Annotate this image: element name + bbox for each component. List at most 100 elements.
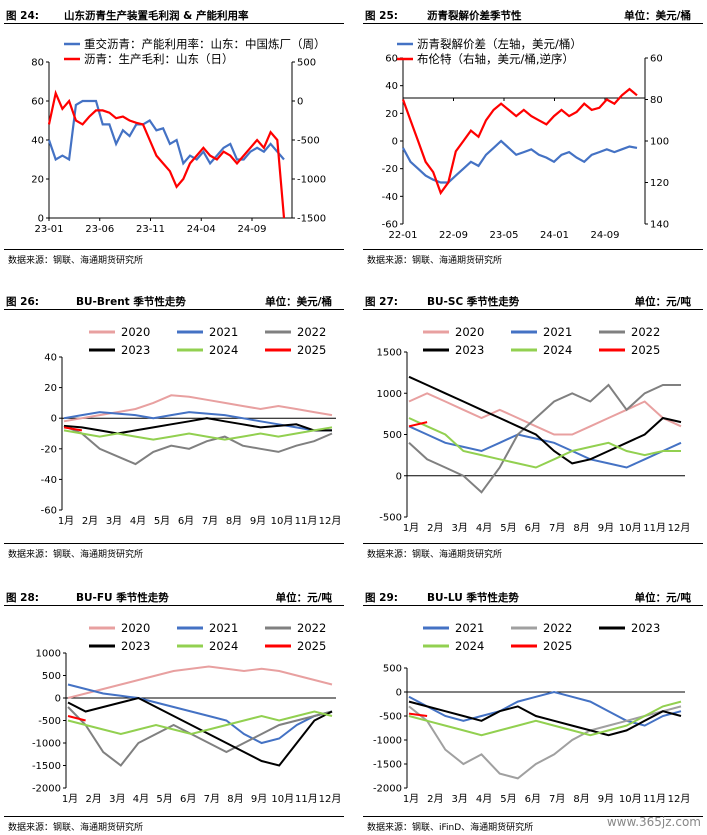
series-line-2023 [408, 700, 682, 737]
panel-header: 图 29: BU-LU 季节性走势 单位：元/吨 [363, 586, 703, 606]
y-tick-label-left: 20 [385, 109, 398, 120]
y-tick-label: -20 [41, 444, 57, 455]
x-tick-label: 3月 [106, 515, 122, 527]
x-tick-label: 11月 [643, 522, 666, 534]
y-tick-label-right: 60 [650, 54, 663, 65]
x-tick-label: 10月 [619, 793, 642, 805]
site-watermark: www.365jz.com [606, 815, 701, 829]
y-tick-label: -500 [379, 712, 402, 723]
source-note: 数据来源：钢联、海通期货研究所 [363, 543, 703, 560]
x-tick-label: 8月 [573, 793, 589, 805]
x-tick-label: 6月 [178, 515, 194, 527]
source-note: 数据来源：钢联、海通期货研究所 [363, 249, 703, 266]
series-line-2023 [63, 417, 332, 435]
x-tick-label: 24-04 [187, 224, 216, 235]
y-tick-label-right: -500 [297, 136, 320, 147]
source-note: 数据来源：钢联、海通期货研究所 [4, 816, 344, 833]
legend-label: 2020 [121, 325, 150, 339]
y-tick-label: 20 [44, 383, 57, 394]
y-tick-label: 500 [383, 664, 402, 675]
x-tick-label: 12月 [319, 793, 342, 805]
chart-fig24: 0 20 40 60 80 500 0 -500 -1000 -1500 23-01 23-06 23-… [31, 37, 326, 235]
source-note: 数据来源：钢联、海通期货研究所 [4, 543, 344, 560]
y-tick-label: 1000 [377, 389, 402, 400]
series-line-2024 [408, 417, 681, 469]
y-tick-label-right: -1000 [297, 175, 326, 186]
y-tick-label: -1500 [373, 760, 402, 771]
series-line-2020 [408, 392, 682, 436]
y-tick-label: 1500 [377, 348, 402, 359]
legend-label: 2025 [543, 639, 572, 653]
y-tick-label: 1000 [36, 649, 61, 660]
legend-label: 2025 [631, 343, 660, 357]
x-tick-label: 23-01 [34, 224, 63, 235]
y-tick-label-left: 60 [385, 54, 398, 65]
legend-label: 沥青裂解价差（左轴，美元/桶） [417, 37, 582, 51]
x-tick-label: 8月 [227, 793, 243, 805]
x-tick-label: 10月 [271, 515, 294, 527]
y-tick-label-right: 0 [297, 97, 303, 108]
x-tick-label: 5月 [500, 522, 516, 534]
x-tick-label: 12月 [668, 793, 691, 805]
unit-label: 单位：美元/桶 [265, 296, 332, 308]
series-line-2024 [67, 710, 333, 736]
x-tick-label: 10月 [271, 793, 294, 805]
x-tick-label: 2月 [427, 522, 443, 534]
x-tick-label: 10月 [619, 522, 642, 534]
legend-label: 2023 [455, 343, 484, 357]
x-tick-label: 9月 [250, 515, 266, 527]
x-tick-label: 5月 [156, 793, 172, 805]
y-tick-label: -1500 [32, 761, 61, 772]
x-tick-label: 2月 [427, 793, 443, 805]
legend-label: 2025 [297, 639, 326, 653]
panel-fig29: 图 29: BU-LU 季节性走势 单位：元/吨 500 0 -500 -1000 -1… [363, 586, 703, 833]
y-tick-label: 0 [55, 694, 61, 705]
x-tick-label: 11月 [643, 793, 666, 805]
figure-number: 图 27: [365, 296, 398, 308]
series-line-2022 [67, 706, 333, 767]
x-tick-label: 6月 [180, 793, 196, 805]
legend-label: 2022 [631, 325, 660, 339]
legend-label: 2020 [121, 621, 150, 635]
series-line-2024 [63, 426, 333, 441]
y-tick-label: 500 [42, 671, 61, 682]
unit-label: 单位：元/吨 [275, 592, 332, 604]
series-line-2023 [67, 696, 333, 767]
legend-label: 2024 [455, 639, 484, 653]
panel-fig28: 图 28: BU-FU 季节性走势 单位：元/吨 1000 500 0 -500 -10… [4, 586, 344, 833]
legend-label: 2023 [121, 639, 150, 653]
series-line-2021 [408, 425, 682, 469]
y-tick-label: -1000 [32, 739, 61, 750]
x-tick-label: 23-05 [489, 230, 518, 241]
legend-label: 2024 [543, 343, 572, 357]
x-tick-label: 4月 [130, 515, 146, 527]
source-note: 数据来源：钢联、iFinD、海通期货研究所 [363, 816, 703, 833]
panel-header: 图 27: BU-SC 季节性走势 单位：元/吨 [363, 290, 703, 310]
y-tick-label: 0 [396, 471, 402, 482]
legend-label: 2022 [297, 621, 326, 635]
unit-label: 单位：元/吨 [634, 296, 691, 308]
series-line-2025 [67, 715, 86, 722]
series-line-2023 [408, 375, 682, 465]
y-tick-label-right: -1500 [297, 214, 326, 225]
y-tick-label-left: 0 [38, 214, 44, 225]
series-line-2025 [408, 421, 428, 428]
x-tick-label: 8月 [226, 515, 242, 527]
x-tick-label: 4月 [476, 522, 492, 534]
figure-title: BU-Brent 季节性走势 [76, 296, 186, 308]
y-tick-label: -1000 [373, 736, 402, 747]
x-tick-label: 1月 [62, 793, 78, 805]
panel-header: 图 24: 山东沥青生产装置毛利润 & 产能利用率 [4, 4, 344, 24]
x-tick-label: 11月 [295, 515, 318, 527]
x-tick-label: 5月 [154, 515, 170, 527]
series-line-2024 [408, 700, 682, 737]
legend-label: 2022 [297, 325, 326, 339]
x-tick-label: 11月 [295, 793, 318, 805]
y-tick-label: 40 [44, 353, 57, 364]
panel-fig24: 图 24: 山东沥青生产装置毛利润 & 产能利用率 0 20 40 60 80 500 0 -… [4, 4, 344, 266]
series-line-2020 [67, 665, 333, 699]
y-tick-label-left: -60 [382, 220, 398, 231]
